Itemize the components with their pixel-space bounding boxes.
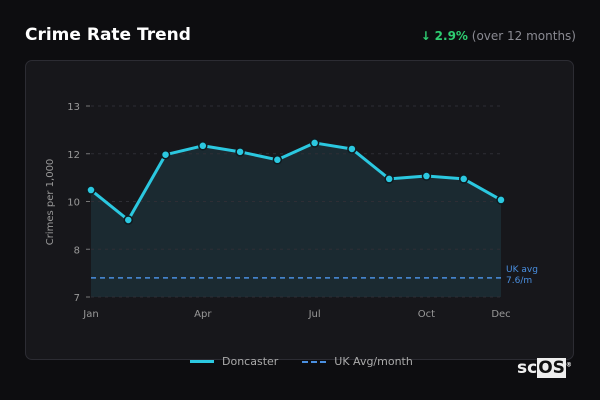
data-point-aug — [347, 144, 357, 154]
data-point-jul — [309, 138, 320, 148]
data-point-jun — [272, 155, 283, 165]
x-tick-label: Jan — [82, 309, 98, 320]
legend: Doncaster UK Avg/month — [190, 355, 437, 368]
data-point-apr — [198, 141, 208, 151]
area-fill — [91, 142, 501, 297]
y-axis-label: Crimes per 1,000 — [45, 159, 56, 246]
y-tick-label: 8 — [74, 245, 80, 256]
legend-item-uk-avg[interactable]: UK Avg/month — [302, 355, 413, 368]
dashed-line-swatch — [302, 360, 327, 363]
x-tick-label: Dec — [491, 309, 510, 320]
data-point-jan — [86, 185, 96, 195]
x-tick-label: Apr — [194, 309, 212, 320]
data-point-mar — [160, 149, 171, 160]
data-point-feb — [123, 215, 134, 225]
change-period: (over 12 months) — [471, 29, 576, 43]
down-arrow-icon: ↓ — [420, 29, 431, 43]
y-tick-label: 10 — [67, 198, 80, 209]
series-line-doncaster — [90, 141, 502, 222]
scos-logo: scOS® — [517, 358, 572, 378]
data-point-dec — [496, 195, 506, 205]
data-point-oct — [421, 171, 432, 181]
x-tick-label: Jul — [308, 309, 321, 320]
legend-label: UK Avg/month — [334, 355, 413, 368]
avg-label-line2: 7.6/m — [506, 276, 532, 286]
data-point-may — [235, 147, 245, 157]
trend-change: ↓ 2.9% (over 12 months) — [421, 29, 576, 43]
avg-label-line1: UK avg — [506, 265, 538, 275]
legend-label: Doncaster — [222, 355, 279, 368]
solid-line-swatch — [190, 360, 214, 363]
data-point-nov — [458, 174, 469, 184]
y-tick-label: 12 — [67, 150, 80, 161]
y-tick-label: 7 — [74, 293, 80, 304]
legend-item-doncaster[interactable]: Doncaster — [190, 355, 278, 368]
y-tick-label: 13 — [67, 102, 80, 113]
page-title: Crime Rate Trend — [25, 25, 191, 45]
change-percent: 2.9% — [434, 29, 468, 43]
data-point-sep — [384, 174, 394, 184]
x-tick-label: Oct — [418, 309, 435, 320]
